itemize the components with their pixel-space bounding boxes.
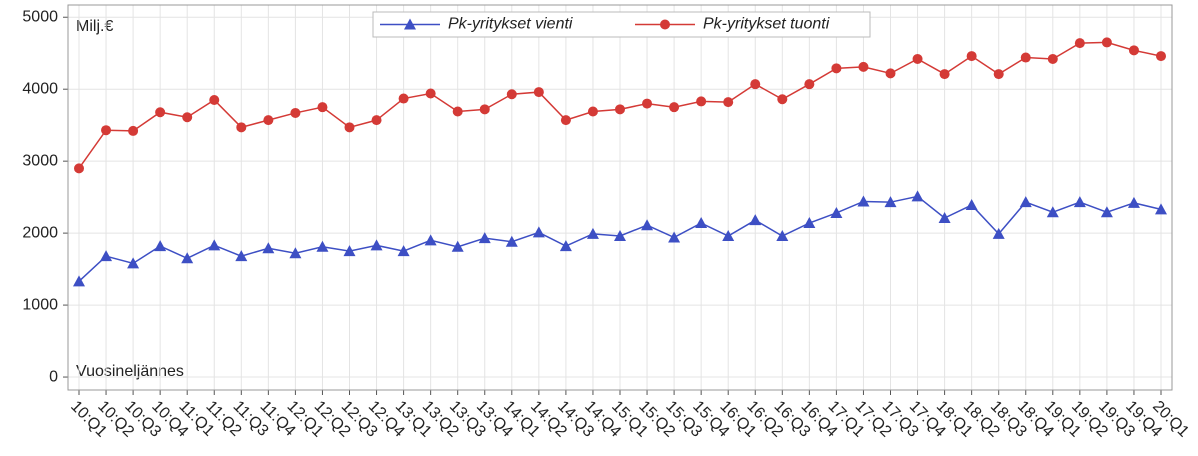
marker xyxy=(1046,206,1059,218)
marker xyxy=(1127,196,1140,208)
x-axis-label: Vuosineljännes xyxy=(76,363,184,380)
legend-box xyxy=(372,11,871,38)
marker xyxy=(641,219,654,231)
marker xyxy=(614,230,626,241)
marker xyxy=(992,227,1005,239)
marker xyxy=(587,106,598,117)
marker xyxy=(209,94,220,105)
marker xyxy=(100,250,113,262)
legend-label: Pk-yritykset tuonti xyxy=(703,16,830,33)
marker xyxy=(451,240,464,252)
marker xyxy=(1074,38,1085,49)
legend: Pk-yritykset vienti Pk-yritykset tuonti xyxy=(372,11,871,38)
marker xyxy=(235,250,248,262)
marker xyxy=(911,190,924,202)
marker xyxy=(1100,206,1113,218)
marker xyxy=(803,217,816,229)
marker xyxy=(722,230,735,241)
y-tick-label: 2000 xyxy=(22,224,58,241)
plot-frame xyxy=(67,4,1173,391)
marker xyxy=(669,102,680,113)
marker xyxy=(1073,196,1086,208)
marker xyxy=(263,115,274,126)
marker xyxy=(74,163,84,174)
marker xyxy=(404,18,416,30)
marker xyxy=(749,214,762,226)
marker xyxy=(344,122,355,133)
marker xyxy=(939,69,950,80)
marker xyxy=(128,125,139,136)
marker xyxy=(127,257,140,269)
marker xyxy=(965,199,978,211)
marker xyxy=(993,69,1004,80)
marker xyxy=(425,88,436,99)
marker xyxy=(289,247,302,259)
marker xyxy=(695,217,708,229)
marker xyxy=(154,240,167,252)
marker xyxy=(560,115,571,126)
marker xyxy=(532,226,545,238)
legend-label: Pk-yritykset vienti xyxy=(448,16,573,33)
marker xyxy=(505,235,518,247)
marker xyxy=(506,89,517,100)
marker xyxy=(290,107,301,118)
marker xyxy=(424,234,437,246)
marker xyxy=(586,227,599,239)
marker xyxy=(398,93,409,104)
marker xyxy=(804,79,815,90)
marker xyxy=(370,239,383,251)
marker xyxy=(182,112,193,123)
marker xyxy=(938,212,951,224)
marker xyxy=(316,240,329,252)
y-axis-label: Milj.€ xyxy=(76,18,113,35)
marker xyxy=(262,242,275,254)
marker xyxy=(236,122,247,133)
marker xyxy=(452,106,463,117)
marker xyxy=(181,252,194,264)
marker xyxy=(966,51,977,62)
marker xyxy=(776,230,789,241)
marker xyxy=(884,196,897,208)
marker xyxy=(830,206,843,218)
marker xyxy=(559,240,572,252)
marker xyxy=(155,107,166,118)
marker xyxy=(397,245,410,257)
marker xyxy=(343,245,356,257)
marker xyxy=(533,87,544,98)
marker xyxy=(660,19,670,30)
marker xyxy=(479,104,490,115)
marker xyxy=(208,239,221,251)
marker xyxy=(1128,45,1139,56)
marker xyxy=(642,98,653,109)
y-tick-label: 1000 xyxy=(22,296,58,313)
marker xyxy=(478,232,491,244)
y-tick-label: 4000 xyxy=(22,80,58,97)
marker xyxy=(831,63,842,74)
marker xyxy=(857,195,870,207)
marker xyxy=(1155,203,1167,215)
marker xyxy=(668,231,681,243)
marker xyxy=(1047,53,1058,64)
marker xyxy=(885,68,896,79)
marker xyxy=(750,79,761,90)
marker xyxy=(615,104,625,115)
y-tick-label: 0 xyxy=(49,368,58,385)
y-tick-label: 3000 xyxy=(22,152,58,169)
marker xyxy=(696,96,707,107)
marker xyxy=(101,125,112,136)
marker xyxy=(371,115,382,126)
marker xyxy=(1020,52,1031,63)
marker xyxy=(73,275,85,287)
marker xyxy=(723,97,734,108)
marker xyxy=(912,53,923,64)
marker xyxy=(777,94,788,105)
marker xyxy=(1019,196,1032,208)
y-tick-label: 5000 xyxy=(22,8,58,25)
marker xyxy=(1101,37,1112,48)
marker xyxy=(317,102,328,113)
marker xyxy=(1156,51,1166,62)
marker xyxy=(858,61,869,72)
